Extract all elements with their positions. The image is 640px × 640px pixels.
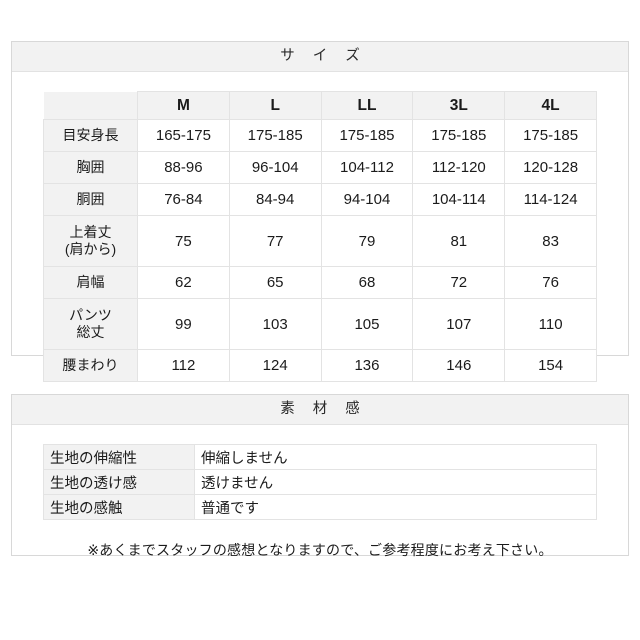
cell-chest-m: 88-96 [137, 151, 230, 184]
cell-waist-body-4l: 114-124 [504, 183, 597, 216]
size-table-wrap: M L LL 3L 4L 目安身長 165-175 175-185 175-1 [43, 91, 597, 382]
size-panel-body: M L LL 3L 4L 目安身長 165-175 175-185 175-1 [12, 91, 628, 418]
size-column-header-4l: 4L [504, 91, 597, 120]
row-label-waist-body: 胴囲 [43, 183, 138, 216]
size-column-header-m: M [137, 91, 230, 120]
material-note: ※あくまでスタッフの感想となりますので、ご参考程度にお考え下さい。 [87, 542, 553, 558]
material-value-stretch: 伸縮しません [194, 444, 597, 470]
cell-hip-3l: 146 [412, 349, 506, 382]
material-panel-body: 生地の伸縮性 伸縮しません 生地の透け感 透けません 生地の感触 普通です [12, 444, 628, 560]
cell-pants-length-m: 99 [137, 298, 230, 350]
row-label-jacket-length: 上着丈 (肩から) [43, 215, 138, 267]
cell-jacket-length-ll: 79 [320, 215, 414, 267]
cell-pants-length-l: 103 [228, 298, 322, 350]
cell-height-4l: 175-185 [504, 119, 597, 152]
size-panel-title: サ イ ズ [12, 42, 628, 72]
size-column-header-l: L [228, 91, 322, 120]
size-panel: サ イ ズ M L LL 3L 4L [11, 41, 629, 416]
cell-height-l: 175-185 [228, 119, 322, 152]
row-label-height: 目安身長 [43, 119, 138, 152]
table-row: 肩幅 62 65 68 72 76 [43, 266, 597, 299]
size-table-header-row: M L LL 3L 4L [43, 91, 597, 120]
cell-jacket-length-3l: 81 [412, 215, 506, 267]
material-label-sheerness: 生地の透け感 [43, 469, 195, 495]
cell-waist-body-l: 84-94 [228, 183, 322, 216]
table-row: 生地の感触 普通です [43, 494, 597, 520]
table-row: 生地の透け感 透けません [43, 469, 597, 495]
material-table-wrap: 生地の伸縮性 伸縮しません 生地の透け感 透けません 生地の感触 普通です [43, 444, 597, 520]
cell-chest-l: 96-104 [228, 151, 322, 184]
cell-waist-body-3l: 104-114 [412, 183, 506, 216]
cell-pants-length-4l: 110 [504, 298, 597, 350]
material-table: 生地の伸縮性 伸縮しません 生地の透け感 透けません 生地の感触 普通です [43, 444, 597, 520]
size-table-head: M L LL 3L 4L [43, 91, 597, 120]
cell-hip-ll: 136 [320, 349, 414, 382]
table-row: 胸囲 88-96 96-104 104-112 112-120 120-128 [43, 151, 597, 184]
size-column-header-ll: LL [320, 91, 414, 120]
table-row: 上着丈 (肩から) 75 77 79 81 83 [43, 215, 597, 267]
table-row: 腰まわり 112 124 136 146 154 [43, 349, 597, 382]
cell-shoulder-width-m: 62 [137, 266, 230, 299]
cell-jacket-length-l: 77 [228, 215, 322, 267]
row-label-hip: 腰まわり [43, 349, 138, 382]
cell-jacket-length-4l: 83 [504, 215, 597, 267]
cell-height-3l: 175-185 [412, 119, 506, 152]
size-table-body: 目安身長 165-175 175-185 175-185 175-185 175… [43, 119, 597, 382]
material-label-texture: 生地の感触 [43, 494, 195, 520]
cell-shoulder-width-ll: 68 [320, 266, 414, 299]
material-panel-title: 素 材 感 [12, 395, 628, 425]
cell-height-m: 165-175 [137, 119, 230, 152]
material-table-body: 生地の伸縮性 伸縮しません 生地の透け感 透けません 生地の感触 普通です [43, 444, 597, 520]
row-label-pants-length: パンツ 総丈 [43, 298, 138, 350]
cell-chest-ll: 104-112 [320, 151, 414, 184]
size-table: M L LL 3L 4L 目安身長 165-175 175-185 175-1 [43, 91, 597, 382]
material-value-sheerness: 透けません [194, 469, 597, 495]
material-label-stretch: 生地の伸縮性 [43, 444, 195, 470]
cell-pants-length-ll: 105 [320, 298, 414, 350]
row-label-shoulder-width: 肩幅 [43, 266, 138, 299]
size-column-header-3l: 3L [412, 91, 506, 120]
cell-hip-l: 124 [228, 349, 322, 382]
table-row: 胴囲 76-84 84-94 94-104 104-114 114-124 [43, 183, 597, 216]
cell-hip-m: 112 [137, 349, 230, 382]
cell-height-ll: 175-185 [320, 119, 414, 152]
cell-jacket-length-m: 75 [137, 215, 230, 267]
cell-chest-3l: 112-120 [412, 151, 506, 184]
table-row: 目安身長 165-175 175-185 175-185 175-185 175… [43, 119, 597, 152]
cell-hip-4l: 154 [504, 349, 597, 382]
cell-shoulder-width-4l: 76 [504, 266, 597, 299]
material-panel: 素 材 感 生地の伸縮性 伸縮しません 生地の透け感 透けません [11, 394, 629, 558]
cell-waist-body-ll: 94-104 [320, 183, 414, 216]
material-value-texture: 普通です [194, 494, 597, 520]
cell-shoulder-width-l: 65 [228, 266, 322, 299]
size-table-corner-cell [43, 91, 138, 120]
cell-waist-body-m: 76-84 [137, 183, 230, 216]
cell-pants-length-3l: 107 [412, 298, 506, 350]
cell-chest-4l: 120-128 [504, 151, 597, 184]
row-label-chest: 胸囲 [43, 151, 138, 184]
cell-shoulder-width-3l: 72 [412, 266, 506, 299]
table-row: 生地の伸縮性 伸縮しません [43, 444, 597, 470]
table-row: パンツ 総丈 99 103 105 107 110 [43, 298, 597, 350]
